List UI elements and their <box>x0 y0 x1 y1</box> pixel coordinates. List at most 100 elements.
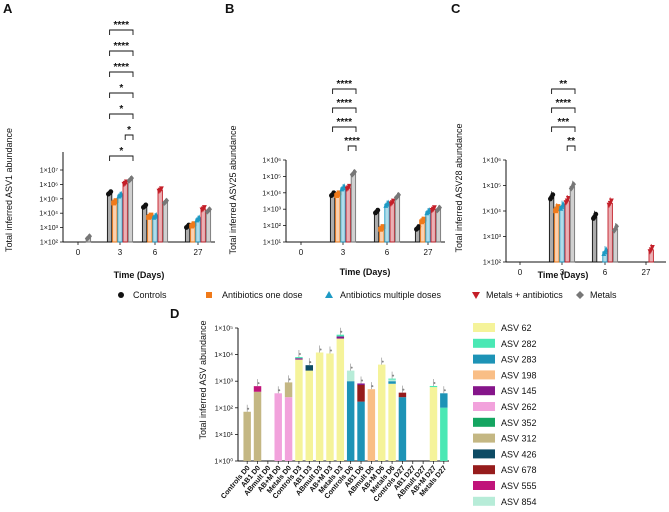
chart-d-bar-abmult-d3-point <box>319 348 322 351</box>
chart-d-bar-ab-m-d27-asv-62 <box>429 387 438 461</box>
chart-a-significance-label: * <box>127 125 131 136</box>
chart-d-bar-controls-d6-point <box>350 366 353 369</box>
chart-d-bar-metals-d3-asv-62 <box>336 338 345 461</box>
chart-b-bar-metals-day-27-point <box>437 204 442 211</box>
chart-b-xtick-label: 27 <box>424 248 433 257</box>
chart-a-significance-label: * <box>119 104 123 115</box>
chart-d-legend-label-asv-198: ASV 198 <box>501 370 537 380</box>
chart-d-bar-abmult-d6-point <box>371 385 374 388</box>
chart-c-bar-metals-day-6-point <box>614 223 619 230</box>
chart-d-bar-controls-d27-asv-678 <box>398 392 407 398</box>
chart-a-bar-antibiotics-multiple-doses-day-3 <box>117 194 123 243</box>
chart-d-bar-ab1-d6-point <box>361 379 364 382</box>
chart-b-bar-metals-antibiotics-day-3-point <box>347 183 352 190</box>
chart-c-bar-antibiotics-multiple-doses-day-3-point <box>560 201 566 207</box>
chart-d-bar-metals-d27-asv-282 <box>440 407 448 461</box>
chart-a-ytick-label: 1×10² <box>40 240 59 247</box>
chart-b-ytick-label: 1×10³ <box>263 207 282 214</box>
chart-c-bar-antibiotics-multiple-doses-day-3 <box>559 206 565 263</box>
chart-b-bar-antibiotics-multiple-doses-day-6 <box>384 203 390 243</box>
chart-d-legend-swatch-asv-145 <box>473 386 495 396</box>
chart-a-bar-antibiotics-one-dose-day-6-point <box>148 212 154 218</box>
legend-ab1-label: Antibiotics one dose <box>222 290 303 300</box>
chart-c-xtick-label: 0 <box>518 268 523 277</box>
legend-metals-marker <box>576 291 584 299</box>
chart-b-xtick-label: 3 <box>341 248 346 257</box>
chart-d-legend-swatch-asv-282 <box>473 338 495 348</box>
chart-d-bar-ab1-d0-asv-312 <box>253 391 262 461</box>
chart-b-bar-antibiotics-one-dose-day-3-point <box>336 190 342 196</box>
chart-a: Total inferred ASV1 abundance Time (Days… <box>4 20 215 280</box>
chart-d-bar-ab-m-d27-asv-282 <box>429 385 438 388</box>
chart-d-bar-ab-m-d6-asv-62 <box>377 364 386 461</box>
chart-a-ytick-label: 1×10⁶ <box>39 182 58 189</box>
chart-d-bar-metals-d3-point <box>340 330 343 333</box>
chart-b-bar-antibiotics-one-dose-day-27-point <box>421 216 427 222</box>
chart-b-ytick-label: 1×10⁵ <box>262 174 281 181</box>
chart-d-bar-ab-m-d3-asv-62 <box>326 353 334 461</box>
chart-a-significance-label: **** <box>114 41 130 52</box>
chart-a-bar-antibiotics-one-dose-day-27-point <box>191 221 197 227</box>
legend-abm-marker <box>472 292 480 299</box>
chart-d-legend-label-asv-678: ASV 678 <box>501 465 537 475</box>
chart-a-xlabel: Time (Days) <box>114 270 165 280</box>
chart-d-legend-label-asv-352: ASV 352 <box>501 418 537 428</box>
chart-a-bar-antibiotics-multiple-doses-day-3-point <box>118 190 124 197</box>
chart-a-bar-metals-antibiotics-day-27-point <box>202 205 207 211</box>
chart-d-legend-label-asv-62: ASV 62 <box>501 323 532 333</box>
chart-d-legend-swatch-asv-678 <box>473 465 495 475</box>
chart-d-bar-ab1-d3-point <box>309 361 312 364</box>
chart-a-bar-metals-antibiotics-day-6-point <box>159 186 164 192</box>
chart-d-bar-metals-d0-point <box>288 378 291 381</box>
chart-d-legend-label-asv-854: ASV 854 <box>501 497 537 507</box>
chart-a-ytick-label: 1×10⁴ <box>39 211 58 218</box>
chart-d-legend-label-asv-262: ASV 262 <box>501 402 537 412</box>
chart-d-legend-swatch-asv-62 <box>473 323 495 332</box>
chart-d-bar-abmult-d6-asv-198 <box>367 389 376 461</box>
chart-d: Total inferred ASV abundance 1×10⁰ 1×10¹ 1… <box>198 320 537 506</box>
legend-abmult-label: Antibiotics multiple doses <box>340 290 442 300</box>
chart-b-xtick-label: 0 <box>299 248 304 257</box>
chart-b-xlabel: Time (Days) <box>340 267 391 277</box>
chart-d-legend-label-asv-282: ASV 282 <box>501 339 537 349</box>
chart-d-legend-swatch-asv-854 <box>473 496 495 506</box>
chart-d-bar-controls-d27-asv-283 <box>398 397 407 461</box>
panel-letter-d: D <box>170 306 179 321</box>
chart-a-significance-label: **** <box>114 62 130 73</box>
chart-b-bar-metals-day-3-point <box>352 168 357 175</box>
chart-b-ytick-label: 1×10² <box>263 223 282 230</box>
chart-a-bar-metals-day-0-point <box>87 233 92 240</box>
chart-b-bar-antibiotics-multiple-doses-day-3 <box>340 187 346 243</box>
chart-c-bar-antibiotics-multiple-doses-day-6-point <box>603 246 609 252</box>
chart-a-significance-bracket <box>124 134 134 140</box>
chart-a-xtick-label: 6 <box>153 248 158 257</box>
chart-d-bar-controls-d3-point <box>298 353 301 356</box>
chart-d-bar-ab-m-d27-point <box>433 381 436 384</box>
chart-b-significance-bracket <box>332 107 357 113</box>
chart-b-bar-antibiotics-one-dose-day-6-point <box>380 224 386 229</box>
chart-d-bar-controls-d0-asv-312 <box>243 411 251 461</box>
chart-a-significance-bracket <box>109 113 134 119</box>
chart-b-bar-metals-day-6-point <box>396 191 401 198</box>
chart-c-xtick-label: 6 <box>603 268 608 277</box>
chart-b-bar-antibiotics-multiple-doses-day-27-point <box>426 207 432 213</box>
chart-a-bar-controls-day-3-point <box>108 189 114 195</box>
chart-d-bar-ab1-d3-asv-62 <box>305 370 314 461</box>
chart-d-ytick-label: 1×10⁴ <box>214 352 233 359</box>
chart-a-ytick-label: 1×10³ <box>40 225 59 232</box>
chart-c-bar-metals-antibiotics-day-3-point <box>566 195 571 202</box>
chart-d-bar-ab-m-d3-point <box>329 349 332 352</box>
chart-d-ytick-label: 1×10⁰ <box>214 458 233 466</box>
chart-a-bar-metals-antibiotics-day-27 <box>200 208 206 243</box>
chart-d-bar-ab1-d6-asv-283 <box>357 401 365 461</box>
chart-a-bar-metals-antibiotics-day-6 <box>157 189 163 243</box>
panel-letter-a: A <box>3 1 13 16</box>
chart-d-ytick-label: 1×10³ <box>215 379 234 386</box>
chart-a-significance-label: **** <box>114 20 130 31</box>
chart-d-bar-controls-d0-point <box>247 407 250 410</box>
chart-c-significance-bracket <box>566 145 576 151</box>
chart-b-bar-controls-day-3 <box>329 193 336 243</box>
chart-d-bar-ab-m-d6-point <box>381 360 384 363</box>
chart-c-xtick-label: 3 <box>560 268 565 277</box>
